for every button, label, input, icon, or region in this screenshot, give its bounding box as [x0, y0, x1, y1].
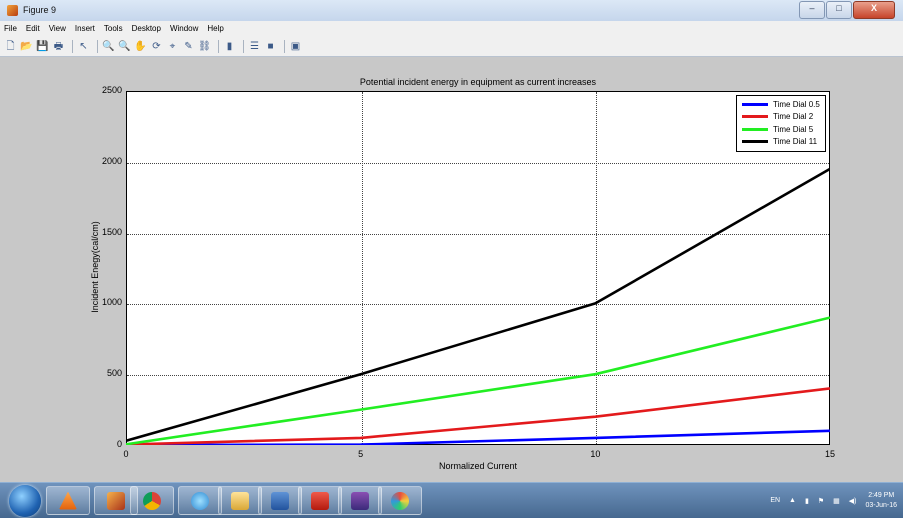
network-icon[interactable]: ▦ [833, 497, 840, 505]
acrobat-icon[interactable] [298, 486, 342, 515]
y-tick-label: 0 [116, 439, 122, 449]
system-tray: EN ▲ ▮ ⚑ ▦ ◀) 2:49 PM 03-Jun-16 [761, 483, 897, 518]
legend-swatch [742, 140, 768, 144]
grid-line-horizontal [127, 233, 829, 235]
volume-icon[interactable]: ◀) [848, 497, 857, 505]
matlab-figure-icon [7, 5, 18, 16]
y-tick-label: 1500 [101, 226, 122, 237]
grid-line-vertical [596, 92, 598, 444]
media-icon[interactable] [178, 486, 222, 515]
hide-plot-tools-icon[interactable]: ■ [267, 40, 274, 52]
toolbar-separator [284, 39, 285, 53]
grid-line-vertical [361, 92, 363, 444]
plot-title: Potential incident energy in equipment a… [359, 77, 597, 87]
x-axis-label: Normalized Current [438, 461, 518, 471]
new-figure-icon[interactable]: 🗋 [6, 40, 15, 52]
y-tick-label: 2000 [101, 155, 122, 166]
grid-line-horizontal [127, 375, 829, 377]
x-tick-label: 0 [123, 449, 129, 459]
minimize-button[interactable]: – [799, 1, 825, 19]
open-file-icon[interactable]: 📂 [20, 40, 33, 52]
window-title: Figure 9 [23, 5, 57, 15]
flag-icon[interactable]: ⚑ [817, 497, 825, 505]
figure-toolbar: 🗋 📂 💾 🖶 ↖ 🔍 🔍 ✋ ⟳ ⌖ ✎ ⛓ ▮ ☰ ■ ▣ [0, 36, 903, 57]
window-controls: – □ X [798, 1, 895, 19]
legend-label: Time Dial 0.5 [773, 99, 820, 109]
vlc-icon[interactable] [46, 486, 90, 515]
legend-entry: Time Dial 11 [737, 136, 825, 149]
y-tick-label: 2500 [101, 85, 122, 95]
legend-entry: Time Dial 0.5 [737, 98, 825, 111]
close-button[interactable]: X [853, 1, 895, 19]
pan-icon[interactable]: ✋ [134, 40, 147, 52]
paint-icon[interactable] [378, 486, 422, 515]
clock-date: 03-Jun-16 [865, 501, 897, 509]
x-tick-label: 10 [590, 449, 601, 459]
winrar-icon[interactable] [338, 486, 382, 515]
show-plot-tools-icon[interactable]: ▣ [290, 40, 301, 52]
series-line-time-dial-0-5[interactable] [126, 429, 830, 445]
y-tick-label: 1000 [101, 297, 122, 308]
menu-tools[interactable]: Tools [103, 24, 123, 33]
windows-start-icon[interactable] [9, 485, 41, 517]
word-icon[interactable] [258, 486, 302, 515]
legend-entry: Time Dial 2 [737, 111, 825, 124]
toolbar-separator [72, 39, 73, 53]
tray-expand-icon[interactable]: ▲ [789, 497, 796, 504]
legend-icon[interactable]: ☰ [250, 40, 259, 52]
matlab-icon[interactable] [94, 486, 138, 515]
x-tick-label: 5 [358, 449, 364, 459]
zoom-in-icon[interactable]: 🔍 [102, 40, 115, 52]
file-explorer-icon[interactable] [218, 486, 262, 515]
grid-line-horizontal [127, 304, 829, 306]
brush-icon[interactable]: ✎ [184, 40, 193, 52]
toolbar-separator [243, 39, 244, 53]
clock[interactable]: 2:49 PM 03-Jun-16 [865, 491, 897, 511]
save-icon[interactable]: 💾 [36, 40, 49, 52]
y-axis-label: Incident Enegy(cal/cm) [90, 221, 100, 313]
legend-entry: Time Dial 5 [737, 123, 825, 136]
x-tick-label: 15 [824, 449, 835, 459]
taskbar: EN ▲ ▮ ⚑ ▦ ◀) 2:49 PM 03-Jun-16 [0, 482, 903, 518]
menu-file[interactable]: File [4, 24, 17, 33]
plot-legend[interactable]: Time Dial 0.5 Time Dial 2 Time Dial 5 Time … [736, 95, 826, 152]
series-line-time-dial-11[interactable] [126, 167, 830, 443]
plot-axes[interactable] [126, 91, 830, 445]
menu-edit[interactable]: Edit [25, 24, 40, 33]
plot-lines [126, 167, 830, 445]
rotate-3d-icon[interactable]: ⟳ [152, 40, 161, 52]
y-tick-label: 500 [106, 368, 122, 379]
legend-swatch [742, 102, 768, 106]
menu-help[interactable]: Help [207, 24, 224, 33]
language-indicator[interactable]: EN [770, 497, 781, 504]
menu-insert[interactable]: Insert [74, 24, 95, 33]
select-arrow-icon[interactable]: ↖ [79, 40, 88, 52]
menu-view[interactable]: View [48, 24, 66, 33]
menu-desktop[interactable]: Desktop [131, 24, 161, 33]
zoom-out-icon[interactable]: 🔍 [118, 40, 131, 52]
series-line-time-dial-2[interactable] [126, 387, 830, 445]
maximize-button[interactable]: □ [826, 1, 852, 19]
colorbar-icon[interactable]: ▮ [226, 40, 233, 52]
grid-line-horizontal [127, 162, 829, 164]
legend-swatch [742, 115, 768, 119]
link-plot-icon[interactable]: ⛓ [198, 40, 211, 52]
data-cursor-icon[interactable]: ⌖ [169, 40, 176, 52]
legend-label: Time Dial 2 [773, 112, 814, 122]
series-line-time-dial-5[interactable] [126, 316, 830, 445]
legend-label: Time Dial 5 [773, 124, 814, 134]
battery-icon[interactable]: ▮ [804, 497, 809, 505]
chrome-icon[interactable] [130, 486, 174, 515]
print-icon[interactable]: 🖶 [53, 40, 64, 52]
toolbar-separator [218, 39, 219, 53]
menu-bar: File Edit View Insert Tools Desktop Wind… [0, 21, 903, 36]
legend-label: Time Dial 11 [773, 137, 818, 147]
menu-window[interactable]: Window [169, 24, 199, 33]
window-title-bar[interactable]: Figure 9 – □ X [0, 0, 903, 22]
legend-swatch [742, 127, 768, 131]
toolbar-separator [97, 39, 98, 53]
clock-time: 2:49 PM [868, 491, 895, 499]
